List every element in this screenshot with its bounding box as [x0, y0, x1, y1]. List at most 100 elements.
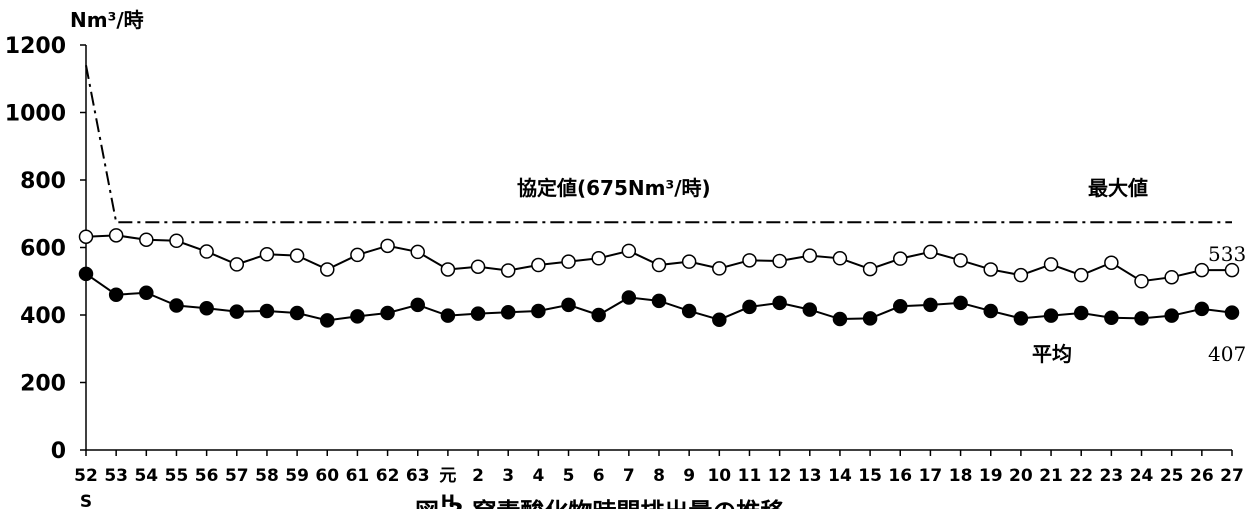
avg-point	[259, 303, 275, 319]
avg-point	[78, 266, 94, 282]
x-tick-label: 18	[949, 466, 973, 486]
x-tick-label: 53	[104, 466, 128, 486]
avg-point	[1224, 305, 1240, 320]
max-point	[169, 233, 184, 248]
x-tick-label: 26	[1190, 466, 1214, 486]
avg-point	[199, 301, 214, 316]
x-tick-label: 24	[1130, 466, 1154, 486]
max-point	[1134, 274, 1149, 289]
x-tick-label: 54	[134, 466, 158, 486]
max-point	[440, 262, 456, 277]
x-tick-label: 5	[563, 466, 575, 486]
y-tick-label: 600	[20, 237, 66, 262]
x-tick-label: 2	[472, 466, 484, 486]
avg-point	[561, 297, 576, 313]
x-tick-label: 20	[1009, 466, 1033, 486]
max-point	[802, 248, 818, 263]
max-point	[893, 251, 908, 266]
avg-point	[1073, 305, 1089, 321]
avg-point	[893, 298, 908, 314]
max-point	[350, 247, 365, 263]
max-point	[470, 259, 486, 274]
x-tick-label: 25	[1160, 466, 1184, 486]
agreement-label: 協定値(675Nm³/時)	[517, 176, 711, 200]
max-point	[712, 261, 727, 276]
x-tick-label: 8	[653, 466, 665, 486]
avg-point	[1134, 311, 1149, 326]
avg-point	[139, 285, 154, 300]
max-point	[561, 254, 576, 269]
max-point	[1013, 267, 1029, 283]
x-tick-label: 55	[165, 466, 189, 486]
y-tick-label: 1000	[5, 102, 66, 127]
avg-point	[350, 309, 365, 324]
avg-point	[651, 293, 667, 309]
max-point	[1104, 255, 1119, 270]
max-point	[78, 229, 94, 244]
x-tick-label: 11	[738, 466, 762, 486]
avg-point	[470, 306, 486, 321]
y-tick-label: 400	[20, 304, 66, 329]
x-tick-labels: 52 53 54 55 56 57 58 59 60 61 62 63 元 2 3 4 5 6 7 8 9 10 11 12 1…	[74, 466, 1244, 509]
avg-point	[320, 313, 335, 328]
max-point	[108, 228, 124, 243]
avg-point	[923, 297, 938, 313]
x-tick-label: 16	[888, 466, 912, 486]
avg-point	[229, 304, 245, 319]
max-end-label: 533	[1208, 242, 1246, 266]
x-tick-label: 6	[593, 466, 605, 486]
avg-series-label: 平均	[1032, 342, 1072, 366]
max-point	[923, 244, 938, 260]
avg-point	[1104, 310, 1119, 325]
max-series-label: 最大値	[1088, 176, 1148, 200]
chart-caption: 図 3 窒素酸化物時間排出量の推移	[415, 498, 784, 509]
max-point	[1043, 257, 1059, 272]
y-tick-labels: 0 200 400 600 800 1000 1200	[5, 34, 66, 464]
avg-point	[1194, 301, 1210, 317]
x-tick-label: 3	[502, 466, 514, 486]
x-tick-label: 23	[1100, 466, 1124, 486]
avg-point	[802, 302, 818, 317]
y-tick-label: 200	[20, 372, 66, 397]
max-point	[1224, 262, 1240, 278]
avg-point	[380, 305, 395, 321]
avg-point	[1164, 308, 1179, 323]
x-tick-label: 57	[225, 466, 249, 486]
max-point	[1073, 267, 1089, 283]
avg-point	[953, 295, 968, 311]
x-tick-label: 52	[74, 466, 98, 486]
max-point	[531, 257, 546, 273]
avg-point	[500, 305, 516, 320]
avg-end-label: 407	[1208, 342, 1246, 366]
x-tick-label: 14	[828, 466, 852, 486]
x-tick-label: 15	[858, 466, 882, 486]
max-point	[953, 253, 968, 268]
era-marker-label: H	[441, 492, 455, 509]
x-tick-label: 61	[346, 466, 370, 486]
avg-point	[862, 311, 878, 326]
avg-point	[108, 287, 124, 302]
max-point	[772, 253, 787, 269]
max-point	[1164, 269, 1179, 285]
avg-point	[169, 298, 184, 313]
x-tick-label: 19	[979, 466, 1003, 486]
avg-point	[681, 303, 697, 319]
max-point	[742, 253, 757, 268]
x-tick-label: 27	[1220, 466, 1244, 486]
max-point	[139, 232, 154, 247]
avg-point	[621, 290, 637, 305]
avg-point	[832, 311, 848, 327]
max-point	[259, 247, 275, 262]
x-tick-label: 7	[623, 466, 635, 486]
x-tick-label: 60	[315, 466, 339, 486]
max-point	[199, 244, 214, 259]
x-tick-label: 4	[532, 466, 544, 486]
max-point	[832, 251, 848, 266]
max-point	[862, 261, 878, 277]
max-point	[651, 257, 667, 273]
max-point	[621, 243, 637, 259]
axes	[80, 44, 1233, 456]
avg-point	[289, 305, 305, 321]
max-point	[591, 251, 606, 266]
x-tick-label: 56	[195, 466, 219, 486]
